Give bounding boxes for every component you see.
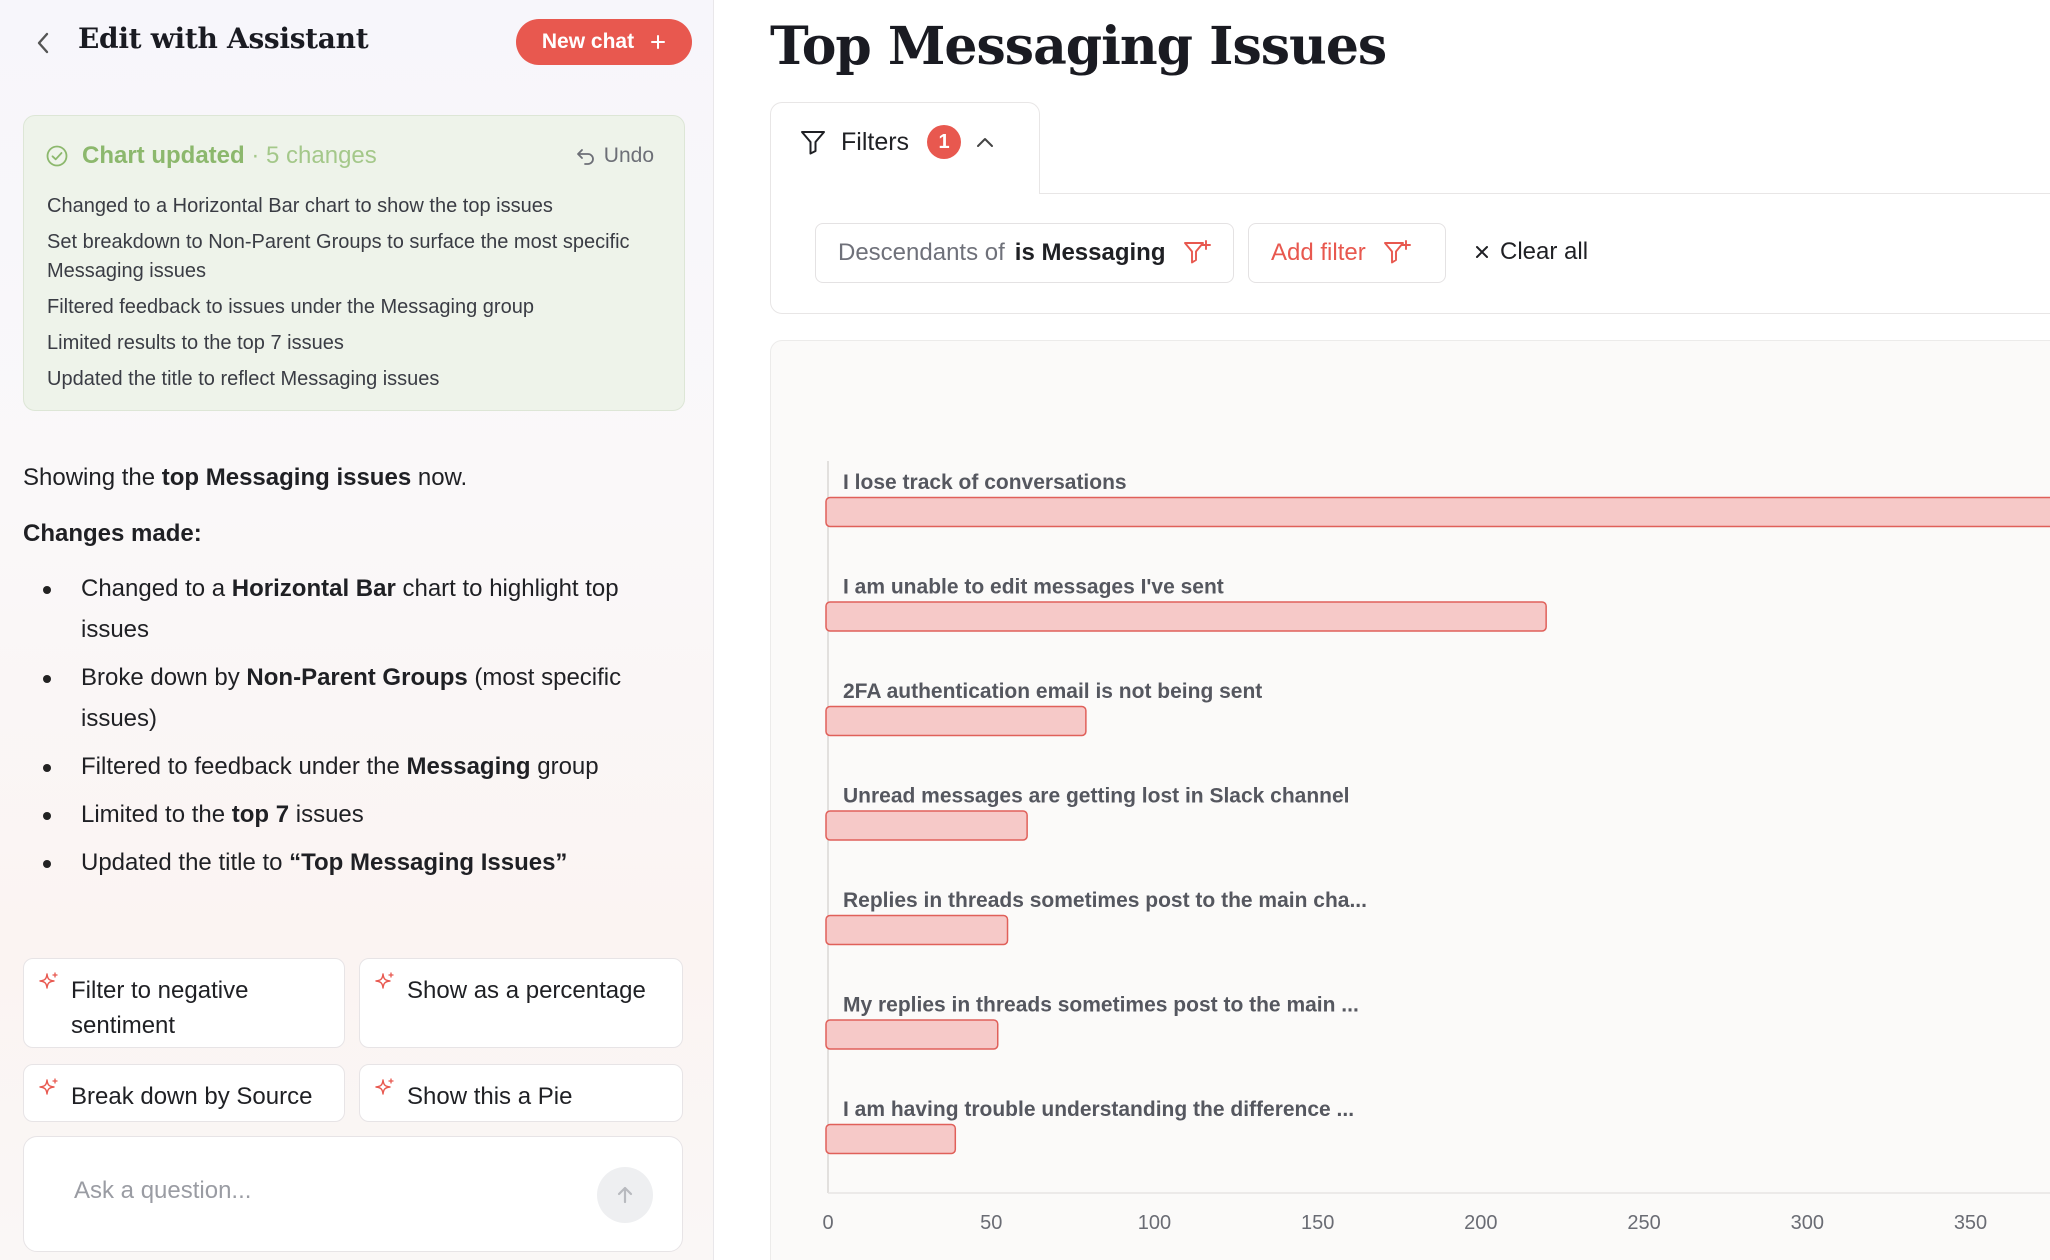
- suggestion-label: Show this a Pie: [407, 1083, 573, 1110]
- bar: [825, 810, 1028, 841]
- reply-bullets: Changed to a Horizontal Bar chart to hig…: [23, 568, 673, 883]
- filter-chip-key: Descendants of: [838, 239, 1005, 266]
- x-tick-label: 150: [1301, 1212, 1334, 1234]
- suggestion-break-down-source[interactable]: Break down by Source: [23, 1064, 345, 1122]
- back-button[interactable]: [28, 26, 58, 60]
- suggestion-pie[interactable]: Show this a Pie: [359, 1064, 683, 1122]
- undo-label: Undo: [603, 144, 654, 167]
- arrow-up-icon: [617, 1186, 633, 1204]
- new-chat-label: New chat: [541, 30, 635, 53]
- reply-bullet: Filtered to feedback under the Messaging…: [23, 746, 673, 787]
- bar-label: Replies in threads sometimes post to the…: [843, 889, 1367, 912]
- bar-label: I lose track of conversations: [843, 471, 1127, 494]
- plus-icon: [651, 35, 666, 49]
- bar: [825, 1019, 999, 1050]
- reply-bullet: Changed to a Horizontal Bar chart to hig…: [23, 568, 673, 650]
- add-filter-button[interactable]: Add filter: [1248, 223, 1446, 283]
- check-circle-icon: [46, 145, 68, 167]
- suggestion-label: Break down by Source: [71, 1083, 313, 1110]
- chart-card: I lose track of conversations I am unable…: [770, 340, 2050, 1260]
- filters-count-badge: 1: [927, 125, 962, 159]
- bar: [825, 705, 1087, 737]
- undo-button[interactable]: Undo: [576, 144, 654, 168]
- change-item: Filtered feedback to issues under the Me…: [47, 296, 534, 318]
- filter-plus-icon: [1183, 240, 1211, 264]
- send-button[interactable]: [597, 1167, 653, 1223]
- suggestion-negative-sentiment[interactable]: Filter to negative sentiment: [23, 958, 345, 1048]
- bar-label: I am having trouble understanding the di…: [843, 1098, 1354, 1121]
- changes-count: · 5 changes: [251, 142, 377, 169]
- change-item: Changed to a Horizontal Bar chart to sho…: [47, 195, 553, 217]
- undo-icon: [576, 149, 594, 165]
- chevron-left-icon: [37, 32, 49, 54]
- assistant-panel: Edit with Assistant New chat Chart updat…: [0, 0, 714, 1260]
- filters-divider: [1039, 193, 2050, 194]
- updated-title: Chart updated: [82, 142, 245, 169]
- chart-updated-card: Chart updated · 5 changes Undo Changed t…: [23, 115, 685, 411]
- bar: [825, 1123, 957, 1155]
- sparkle-icon: [375, 1078, 394, 1095]
- x-tick-label: 300: [1791, 1212, 1824, 1234]
- filters-tab[interactable]: Filters 1: [770, 102, 1040, 194]
- clear-all-button[interactable]: Clear all: [1474, 238, 1588, 266]
- bar: [825, 496, 2050, 528]
- add-filter-label: Add filter: [1271, 239, 1366, 266]
- sparkle-icon: [39, 972, 58, 989]
- bar-label: My replies in threads sometimes post to …: [843, 994, 1359, 1017]
- bar: [825, 601, 1547, 632]
- sparkle-icon: [39, 1078, 58, 1095]
- page-title: Top Messaging Issues: [770, 16, 1387, 77]
- changes-list: Changed to a Horizontal Bar chart to sho…: [47, 192, 657, 401]
- bar: [825, 914, 1009, 946]
- reply-bullet: Limited to the top 7 issues: [23, 794, 673, 835]
- x-tick-label: 50: [980, 1212, 1002, 1234]
- assistant-reply: Showing the top Messaging issues now. Ch…: [23, 464, 673, 890]
- panel-title: Edit with Assistant: [78, 22, 369, 55]
- clear-all-label: Clear all: [1500, 238, 1589, 265]
- suggestion-percentage[interactable]: Show as a percentage: [359, 958, 683, 1048]
- bar-label: Unread messages are getting lost in Slac…: [843, 785, 1350, 808]
- changes-heading: Changes made:: [23, 520, 202, 547]
- change-item: Set breakdown to Non-Parent Groups to su…: [47, 231, 630, 282]
- ask-input[interactable]: [74, 1177, 594, 1205]
- new-chat-button[interactable]: New chat: [516, 19, 692, 65]
- reply-bullet: Updated the title to “Top Messaging Issu…: [23, 842, 673, 883]
- ask-box: [23, 1136, 683, 1252]
- change-item: Updated the title to reflect Messaging i…: [47, 368, 440, 390]
- change-item: Limited results to the top 7 issues: [47, 332, 344, 354]
- suggestion-label: Filter to negative sentiment: [71, 977, 249, 1039]
- x-tick-label: 100: [1138, 1212, 1171, 1234]
- x-tick-label: 0: [822, 1212, 833, 1234]
- bar-label: 2FA authentication email is not being se…: [843, 680, 1262, 703]
- filter-icon: [801, 131, 825, 155]
- filter-chip-value: is Messaging: [1014, 239, 1166, 266]
- filter-chip-descendants[interactable]: Descendants of is Messaging: [815, 223, 1234, 283]
- sparkle-icon: [375, 972, 394, 989]
- x-tick-label: 200: [1464, 1212, 1497, 1234]
- bar-label: I am unable to edit messages I've sent: [843, 576, 1224, 599]
- close-icon: [1476, 246, 1488, 258]
- chevron-up-icon: [977, 138, 994, 147]
- suggestion-label: Show as a percentage: [407, 977, 646, 1004]
- reply-bullet: Broke down by Non-Parent Groups (most sp…: [23, 657, 673, 739]
- filters-label: Filters: [841, 127, 910, 156]
- filter-plus-icon: [1383, 240, 1411, 264]
- reply-intro: Showing the top Messaging issues now.: [23, 464, 468, 491]
- bar-chart: I lose track of conversations I am unable…: [822, 461, 2050, 1234]
- x-tick-label: 250: [1627, 1212, 1660, 1234]
- x-tick-label: 350: [1954, 1212, 1987, 1234]
